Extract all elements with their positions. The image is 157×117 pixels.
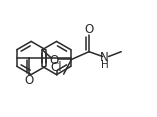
Text: N: N <box>100 51 109 64</box>
Text: O: O <box>49 54 59 67</box>
Text: Cl: Cl <box>51 61 62 74</box>
Text: O: O <box>84 23 94 36</box>
Text: H: H <box>101 60 108 70</box>
Text: O: O <box>25 74 34 87</box>
